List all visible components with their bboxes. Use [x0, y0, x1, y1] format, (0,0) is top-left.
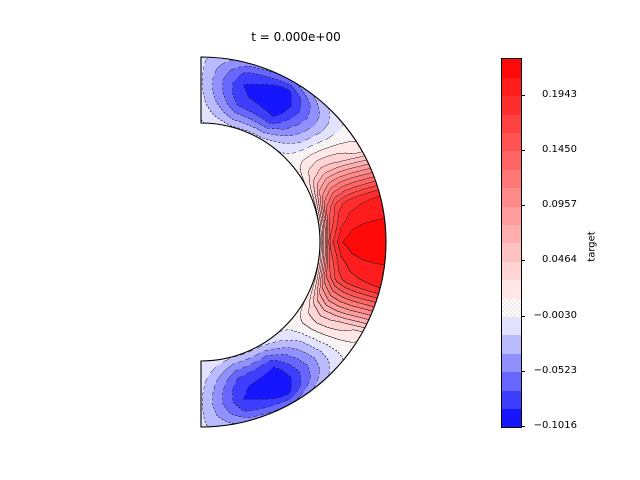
colorbar-segment	[502, 224, 521, 244]
colorbar-tick	[521, 95, 525, 96]
colorbar-segment	[502, 187, 521, 207]
colorbar-axis-label: target	[586, 231, 598, 262]
colorbar	[501, 58, 522, 428]
colorbar-segment	[502, 390, 521, 410]
colorbar-segment	[502, 95, 521, 115]
colorbar-tick	[521, 426, 525, 427]
colorbar-segment	[502, 169, 521, 189]
colorbar-tick-label: 0.0464	[542, 254, 577, 265]
colorbar-segment	[502, 261, 521, 281]
colorbar-segment	[502, 371, 521, 391]
colorbar-tick-label: −0.1016	[533, 420, 577, 431]
colorbar-tick	[521, 260, 525, 261]
colorbar-segment	[502, 114, 521, 134]
colorbar-segment	[502, 279, 521, 299]
plot-title: t = 0.000e+00	[251, 30, 341, 44]
colorbar-segment	[502, 77, 521, 97]
colorbar-tick-label: 0.0957	[542, 199, 577, 210]
colorbar-tick-label: −0.0523	[533, 365, 577, 376]
colorbar-segment	[502, 353, 521, 373]
colorbar-tick	[521, 150, 525, 151]
colorbar-tick-label: −0.0030	[533, 310, 577, 321]
colorbar-segment	[502, 316, 521, 336]
colorbar-segment	[502, 335, 521, 354]
colorbar-tick	[521, 316, 525, 317]
colorbar-segment	[502, 59, 521, 78]
colorbar-tick-label: 0.1450	[542, 144, 577, 155]
colorbar-segment	[502, 151, 521, 170]
colorbar-tick-label: 0.1943	[542, 89, 577, 100]
colorbar-segment	[502, 408, 521, 428]
colorbar-segment	[502, 298, 521, 318]
colorbar-tick	[521, 205, 525, 206]
colorbar-tick	[521, 371, 525, 372]
colorbar-segment	[502, 243, 521, 262]
colorbar-segment	[502, 132, 521, 152]
colorbar-segment	[502, 206, 521, 226]
